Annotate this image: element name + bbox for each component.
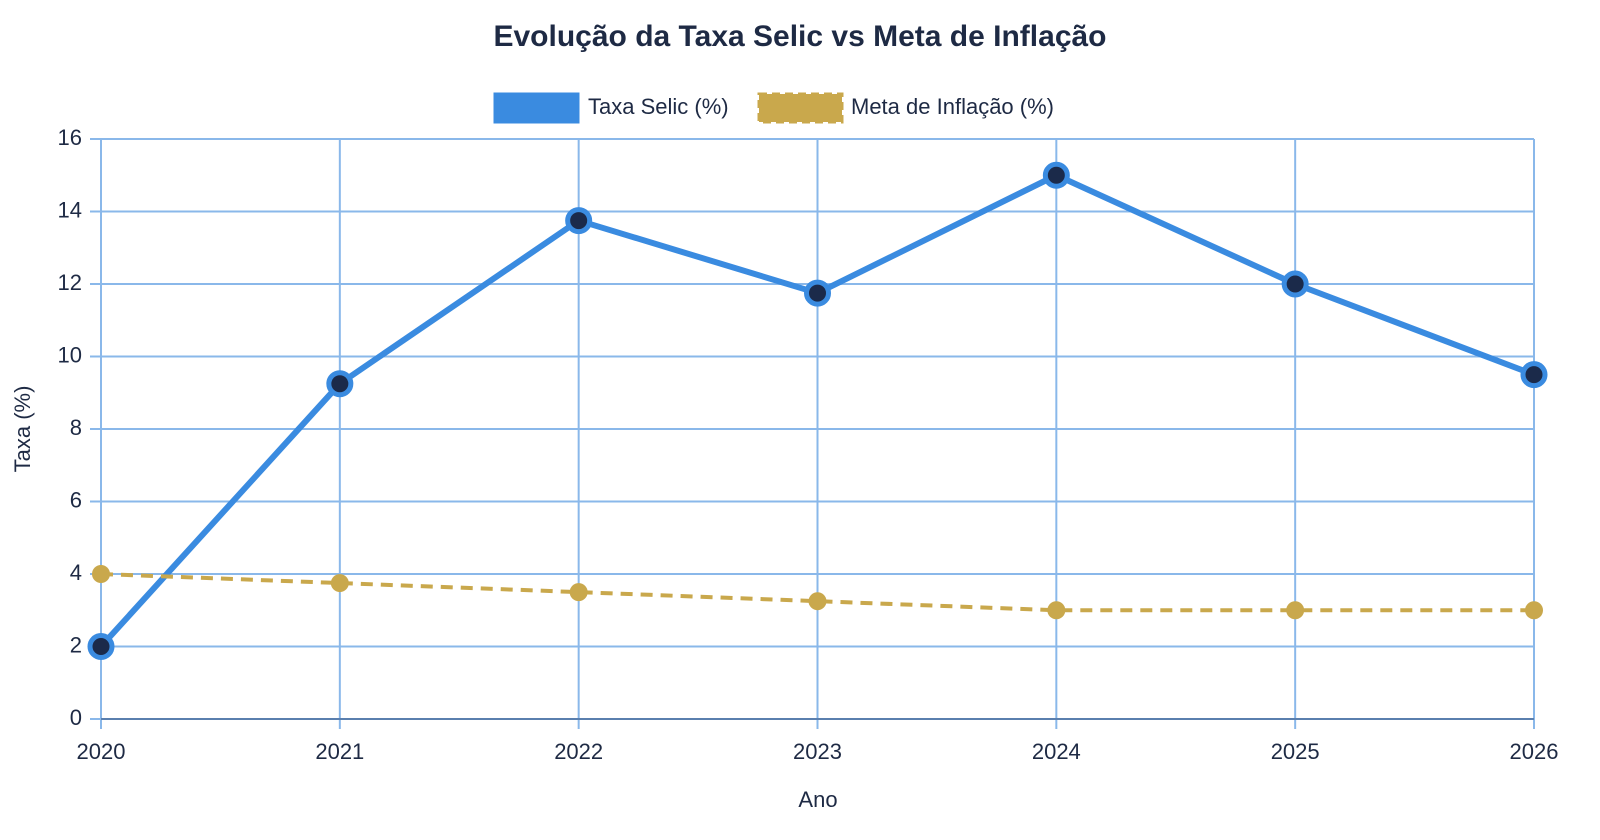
y-tick-label: 16 xyxy=(58,125,82,150)
chart-title: Evolução da Taxa Selic vs Meta de Inflaç… xyxy=(493,20,1106,53)
y-tick-label: 8 xyxy=(70,415,82,440)
x-tick-label: 2024 xyxy=(1032,739,1081,764)
data-point xyxy=(808,592,827,611)
y-axis-title: Taxa (%) xyxy=(10,386,35,473)
y-tick-label: 2 xyxy=(70,632,82,657)
y-tick-label: 4 xyxy=(70,560,82,585)
x-axis-title: Ano xyxy=(798,787,837,812)
data-point xyxy=(1525,601,1543,620)
legend-swatch xyxy=(493,92,580,124)
y-tick-label: 6 xyxy=(70,487,82,512)
x-tick-label: 2023 xyxy=(793,739,842,764)
x-tick-label: 2022 xyxy=(554,739,603,764)
data-point xyxy=(326,370,354,398)
x-tick-label: 2020 xyxy=(77,739,126,764)
data-point xyxy=(565,207,593,235)
data-point xyxy=(1520,361,1548,389)
data-point xyxy=(1047,601,1066,620)
legend-label: Meta de Inflação (%) xyxy=(851,94,1054,119)
y-tick-label: 14 xyxy=(58,197,82,222)
legend-label: Taxa Selic (%) xyxy=(588,94,729,119)
data-point xyxy=(804,279,831,307)
data-point xyxy=(92,565,110,583)
data-point xyxy=(1281,270,1309,298)
x-tick-label: 2021 xyxy=(315,739,364,764)
data-point xyxy=(1286,601,1305,620)
y-tick-label: 10 xyxy=(58,342,82,367)
data-point xyxy=(330,574,349,593)
x-tick-label: 2025 xyxy=(1271,739,1320,764)
data-point xyxy=(87,633,115,660)
y-tick-label: 12 xyxy=(58,270,82,295)
data-point xyxy=(1042,161,1070,189)
data-point xyxy=(569,583,588,602)
x-tick-label: 2026 xyxy=(1510,739,1559,764)
y-tick-label: 0 xyxy=(70,705,82,730)
legend-swatch xyxy=(757,92,844,124)
